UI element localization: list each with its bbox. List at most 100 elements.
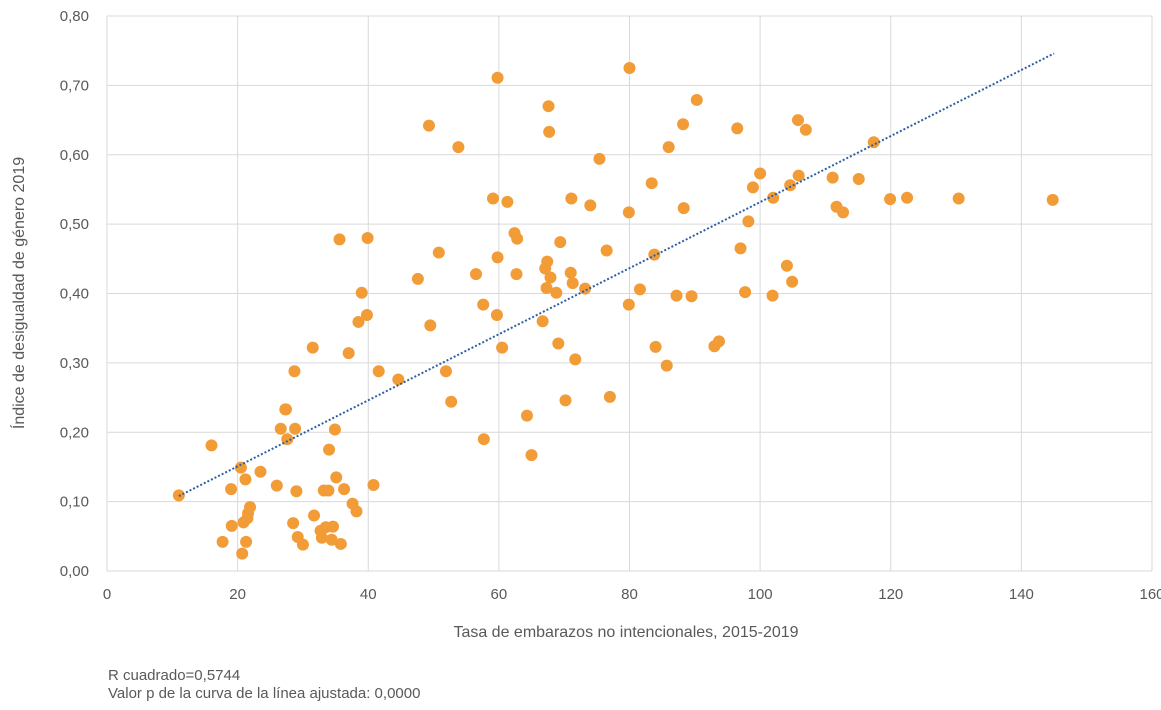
data-point [826,171,839,184]
data-point [352,315,365,328]
data-point [470,268,483,281]
data-point [543,125,556,138]
data-point [799,123,812,136]
data-point [510,268,523,281]
data-point [837,206,850,219]
data-point [633,283,646,296]
data-point [566,277,579,290]
data-point [308,509,321,522]
data-point [901,191,914,204]
x-tick-label: 100 [748,586,773,603]
data-point [622,298,635,311]
data-point [540,281,553,294]
data-point [236,547,249,560]
data-point [742,215,755,228]
data-point [565,192,578,205]
data-point [342,347,355,360]
p-value-note: Valor p de la curva de la línea ajustada… [108,685,421,702]
data-point [372,365,385,378]
data-point [328,423,341,436]
x-tick-label: 40 [360,586,377,603]
data-point [274,422,287,435]
data-point [754,167,767,180]
data-point [290,485,303,498]
data-point [520,409,533,422]
data-point [1046,193,1059,206]
x-tick-label: 120 [878,586,903,603]
y-axis-ticks: 0,00 0,10 0,20 0,30 0,40 0,50 0,60 0,70 0,80 [60,8,89,580]
data-point [536,315,549,328]
data-point [491,251,504,264]
data-point [501,195,514,208]
data-point [279,403,292,416]
data-point [323,443,336,456]
data-point [542,100,555,113]
data-point [281,433,294,446]
x-tick-label: 0 [103,586,111,603]
data-point [216,535,229,548]
data-point [792,169,805,182]
data-point [333,233,346,246]
data-point [645,177,658,190]
data-point [424,319,437,332]
data-points [172,62,1059,560]
data-point [491,71,504,84]
data-point [350,505,363,518]
y-axis-title: Índice de desigualdad de género 2019 [9,157,28,429]
data-point [550,286,563,299]
y-tick-label: 0,10 [60,494,89,511]
data-point [287,517,300,530]
data-point [477,433,490,446]
data-point [552,337,565,350]
data-point [569,353,582,366]
data-point [603,390,616,403]
x-tick-label: 20 [229,586,246,603]
r-squared-note: R cuadrado=0,5744 [108,667,241,684]
data-point [690,93,703,106]
data-point [541,255,554,268]
data-point [564,266,577,279]
data-point [677,118,690,131]
data-point [486,192,499,205]
data-point [361,232,374,244]
data-point [852,173,865,186]
data-point [734,242,747,255]
data-point [685,290,698,303]
data-point [623,62,636,75]
data-point [432,246,445,259]
data-point [254,465,267,478]
data-point [225,483,238,496]
data-point [240,535,253,548]
data-point [234,461,247,474]
data-point [496,341,509,354]
data-point [867,136,880,149]
data-point [452,141,465,154]
data-point [786,275,799,288]
y-tick-label: 0,30 [60,355,89,372]
data-point [315,531,328,544]
data-point [600,244,613,257]
data-point [360,309,373,322]
data-point [584,199,597,212]
data-point [239,473,252,486]
data-point [511,232,524,245]
data-point [296,538,309,551]
data-point [670,289,683,302]
trendline [178,52,1055,497]
data-point [270,479,283,492]
data-point [244,501,257,514]
data-point [289,422,302,435]
y-tick-label: 0,60 [60,147,89,164]
x-tick-label: 80 [621,586,638,603]
data-point [490,309,503,322]
data-point [766,289,779,302]
y-tick-label: 0,50 [60,216,89,233]
data-point [367,478,380,491]
y-tick-label: 0,80 [60,8,89,25]
data-point [525,449,538,462]
scatter-chart: 0,00 0,10 0,20 0,30 0,40 0,50 0,60 0,70 0,80 0 20… [9,8,1161,641]
data-point [445,395,458,408]
data-point [338,483,351,496]
x-tick-label: 140 [1009,586,1034,603]
data-point [884,193,897,206]
